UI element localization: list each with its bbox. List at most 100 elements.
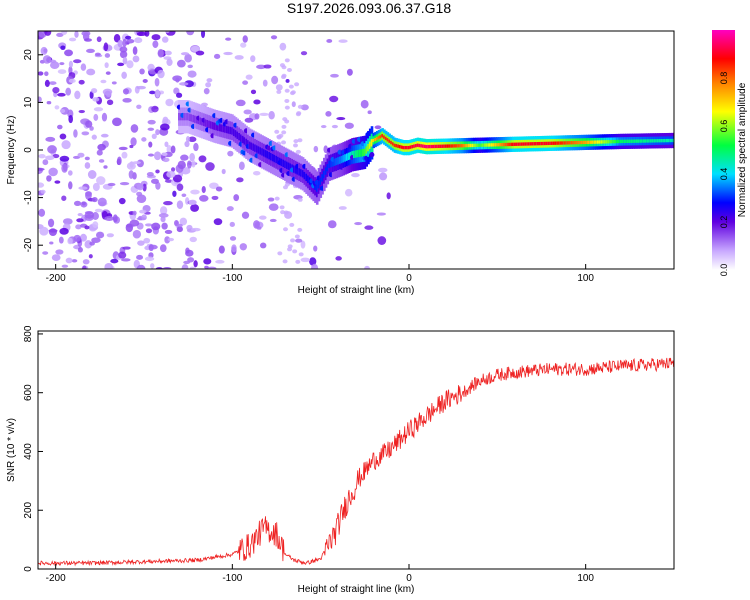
spectrogram-noise-cell	[80, 201, 88, 208]
spectrogram-ridge-core	[656, 139, 660, 143]
spectrogram-noise-cell	[136, 194, 147, 204]
spectrogram-ridge-core	[381, 134, 384, 138]
colorbar-tick-label: 0.2	[719, 216, 729, 229]
spectrogram-noise-cell	[244, 117, 254, 123]
spectrogram-ridge-core	[499, 142, 503, 147]
spectrogram-ridge-core	[414, 144, 418, 148]
spectrogram-noise-cell	[38, 96, 42, 103]
spectrogram-noise-cell	[92, 182, 100, 192]
spectrogram-noise-cell	[139, 68, 145, 75]
spectrogram-noise-cell	[325, 111, 332, 117]
spectrogram-ridge-core	[186, 113, 190, 121]
spectrogram-ridge-core	[218, 123, 222, 132]
spectrogram-noise-cell	[327, 220, 337, 229]
spectrogram-ridge-core	[568, 141, 572, 145]
spectrogram-ridge-core	[466, 143, 469, 148]
spectrogram-noise-cell	[44, 31, 52, 36]
spectrogram-noise-cell	[78, 109, 85, 114]
spectrogram-ridge-core	[490, 143, 494, 147]
spectrogram-ridge-core	[550, 141, 554, 145]
spectrogram-ridge-core	[450, 144, 453, 148]
spectrogram-ridge-core	[510, 142, 513, 147]
spectrogram-noise-cell	[164, 179, 173, 183]
spectrogram-noise-cell	[106, 99, 114, 106]
spectrogram-ridge-core	[446, 144, 450, 148]
spectrogram-ridge-core	[383, 135, 386, 139]
spectrogram-noise-cell	[236, 177, 244, 183]
spectrogram-noise-cell	[117, 62, 125, 67]
spectrogram-noise-cell	[57, 92, 66, 97]
spectrogram-ridge-core	[602, 140, 605, 144]
spectrogram-ridge-core	[618, 139, 621, 144]
spectrogram-noise-cell	[73, 200, 82, 207]
spectrogram-noise-cell	[176, 200, 184, 210]
spectrogram-noise-cell	[176, 226, 183, 233]
spectrogram-ridge-core	[464, 143, 467, 148]
spectrogram-noise-cell	[157, 69, 165, 79]
spectrogram-noise-cell	[297, 197, 303, 202]
spectrogram-ridge-core	[388, 139, 391, 143]
spectrogram-ridge-core	[462, 143, 466, 148]
spectrogram-ridge-core	[358, 149, 361, 158]
spectrogram-noise-cell	[89, 91, 94, 99]
spectrogram-noise-cell	[167, 237, 175, 242]
spectrogram-ridge-core	[573, 140, 577, 145]
spectrogram-noise-cell	[254, 113, 260, 120]
spectrogram-ridge-core	[404, 145, 407, 150]
spectrogram-ridge-core	[391, 142, 395, 146]
spectrogram-noise-cell	[166, 58, 173, 67]
spectrogram-noise-cell	[329, 95, 339, 103]
spectrogram-noise-cell	[181, 264, 189, 269]
x-tick-label: -200	[46, 573, 66, 584]
spectrogram-noise-cell	[164, 229, 173, 234]
spectrogram-x-axis: -200 -100 0 100	[46, 264, 594, 284]
spectrogram-noise-cell	[295, 112, 301, 117]
spectrogram-noise-cell	[54, 180, 61, 184]
spectrogram-noise-cell	[141, 137, 147, 142]
spectrogram-noise-cell	[59, 108, 66, 113]
spectrogram-noise-cell	[180, 52, 190, 56]
spectrogram-noise-cell	[84, 156, 90, 161]
snr-x-axis: -200 -100 0 100	[46, 564, 594, 584]
spectrogram-noise-cell	[234, 55, 244, 60]
spectrogram-noise-cell	[259, 215, 267, 220]
x-tick-label: 0	[406, 273, 412, 284]
spectrogram-noise-cell	[58, 236, 64, 244]
spectrogram-ridge-core	[266, 151, 270, 159]
spectrogram-ridge-core	[315, 184, 319, 192]
spectrogram-noise-cell	[73, 59, 82, 64]
spectrogram-noise-cell	[376, 212, 387, 216]
spectrogram-ridge-core	[215, 123, 218, 131]
spectrogram-ridge-core	[199, 117, 202, 125]
spectrogram-ridge-core	[538, 141, 542, 146]
spectrogram-noise-cell	[374, 125, 382, 130]
spectrogram-ridge-core	[467, 143, 471, 148]
spectrogram-ridge-core	[669, 138, 672, 143]
spectrogram-ridge-core	[292, 165, 296, 173]
spectrogram-noise-cell	[152, 40, 159, 49]
spectrogram-ridge-core	[328, 160, 331, 168]
spectrogram-noise-cell	[60, 45, 66, 51]
spectrogram-noise-cell	[193, 142, 199, 152]
spectrogram-ridge-core	[434, 144, 437, 149]
spectrogram-ridge-core	[453, 144, 457, 148]
spectrogram-ridge-core	[356, 150, 360, 158]
spectrogram-noise-cell	[275, 84, 283, 91]
spectrogram-noise-cell	[281, 124, 287, 129]
spectrogram-noise-cell	[78, 79, 85, 85]
spectrogram-noise-cell	[68, 78, 76, 84]
spectrogram-ridge-core	[471, 143, 474, 148]
spectrogram-ridge-core	[423, 144, 427, 149]
spectrogram-noise-cell	[367, 110, 372, 115]
spectrogram-ridge-core	[406, 145, 409, 150]
spectrogram-noise-cell	[279, 42, 287, 51]
spectrogram-ridge-core	[501, 142, 505, 147]
y-tick-label: 200	[23, 501, 34, 518]
spectrogram-noise-cell	[136, 104, 142, 109]
spectrogram-noise-cell	[40, 189, 46, 194]
spectrogram-ridge-core	[533, 142, 536, 146]
spectrogram-x-label: Height of straight line (km)	[298, 285, 415, 296]
spectrogram-noise-cell	[176, 223, 183, 228]
spectrogram-noise-cell	[190, 189, 200, 195]
spectrogram-ridge-core	[376, 136, 379, 141]
